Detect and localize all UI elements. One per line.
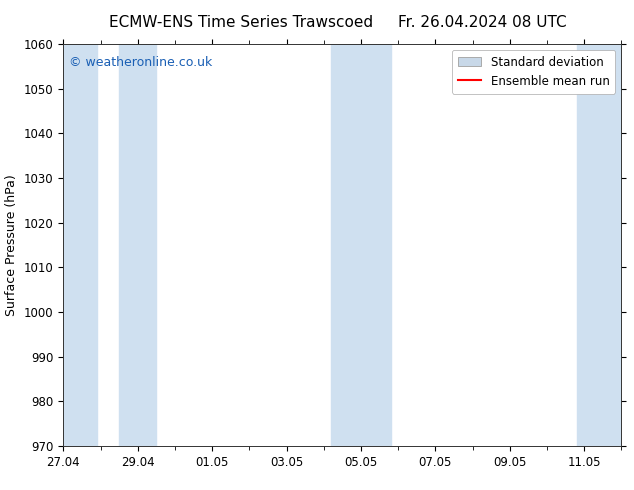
Bar xyxy=(331,44,391,446)
Bar xyxy=(63,44,97,446)
Text: ECMW-ENS Time Series Trawscoed: ECMW-ENS Time Series Trawscoed xyxy=(109,15,373,30)
Y-axis label: Surface Pressure (hPa): Surface Pressure (hPa) xyxy=(5,174,18,316)
Legend: Standard deviation, Ensemble mean run: Standard deviation, Ensemble mean run xyxy=(451,50,616,94)
Text: Fr. 26.04.2024 08 UTC: Fr. 26.04.2024 08 UTC xyxy=(398,15,566,30)
Bar xyxy=(119,44,157,446)
Bar xyxy=(577,44,621,446)
Text: © weatheronline.co.uk: © weatheronline.co.uk xyxy=(69,56,212,69)
